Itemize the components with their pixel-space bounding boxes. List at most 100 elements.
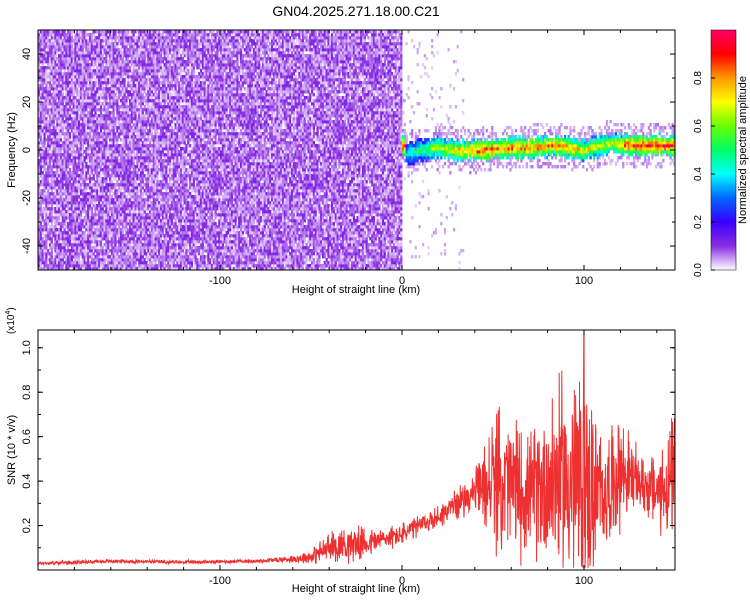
heatmap-cell bbox=[50, 30, 53, 34]
heatmap-cell bbox=[47, 156, 50, 160]
heatmap-cell bbox=[156, 153, 159, 157]
heatmap-cell bbox=[127, 90, 130, 94]
heatmap-cell bbox=[92, 87, 95, 91]
heatmap-cell bbox=[78, 162, 81, 166]
heatmap-cell bbox=[68, 192, 72, 196]
heatmap-cell bbox=[119, 33, 123, 37]
heatmap-cell bbox=[98, 153, 101, 157]
heatmap-cell bbox=[94, 210, 97, 214]
heatmap-cell bbox=[152, 204, 155, 208]
heatmap-cell bbox=[41, 150, 44, 154]
heatmap-cell bbox=[105, 123, 108, 127]
heatmap-cell bbox=[127, 231, 130, 235]
heatmap-cell bbox=[147, 264, 150, 268]
heatmap-cell bbox=[147, 168, 150, 172]
heatmap-cell bbox=[127, 30, 130, 34]
heatmap-cell bbox=[83, 186, 86, 190]
heatmap-cell bbox=[132, 93, 135, 97]
heatmap-cell bbox=[54, 255, 57, 259]
heatmap-cell bbox=[159, 234, 163, 238]
heatmap-cell bbox=[119, 171, 123, 175]
heatmap-cell bbox=[150, 123, 153, 127]
heatmap-cell bbox=[54, 126, 57, 130]
heatmap-cell bbox=[99, 126, 103, 130]
heatmap-cell bbox=[158, 135, 161, 139]
heatmap-cell bbox=[129, 105, 132, 109]
heatmap-cell bbox=[159, 162, 163, 166]
heatmap-cell bbox=[67, 96, 70, 100]
heatmap-cell bbox=[50, 60, 53, 64]
heatmap-cell bbox=[141, 216, 144, 220]
heatmap-cell bbox=[125, 87, 128, 91]
heatmap-cell bbox=[76, 246, 79, 250]
heatmap-cell bbox=[48, 216, 52, 220]
heatmap-cell bbox=[121, 36, 124, 40]
heatmap-cell bbox=[118, 111, 121, 115]
heatmap-cell bbox=[152, 156, 155, 160]
heatmap-cell bbox=[154, 69, 157, 73]
heatmap-cell bbox=[147, 192, 150, 196]
heatmap-cell bbox=[154, 237, 157, 241]
heatmap-cell bbox=[78, 135, 81, 139]
heatmap-cell bbox=[116, 57, 119, 61]
heatmap-cell bbox=[89, 231, 92, 235]
heatmap-cell bbox=[101, 117, 104, 121]
heatmap-cell bbox=[138, 123, 141, 127]
heatmap-cell bbox=[143, 126, 146, 130]
heatmap-cell bbox=[76, 240, 79, 244]
heatmap-cell bbox=[68, 54, 72, 58]
heatmap-cell bbox=[109, 129, 112, 133]
heatmap-cell bbox=[56, 63, 59, 67]
heatmap-cell bbox=[132, 183, 135, 187]
heatmap-cell bbox=[145, 240, 148, 244]
heatmap-cell bbox=[68, 144, 72, 148]
heatmap-cell bbox=[90, 87, 93, 91]
heatmap-cell bbox=[85, 267, 88, 270]
heatmap-cell bbox=[103, 123, 106, 127]
heatmap-cell bbox=[72, 87, 75, 91]
heatmap-cell bbox=[81, 171, 84, 175]
heatmap-cell bbox=[129, 39, 132, 43]
heatmap-cell bbox=[123, 264, 126, 268]
heatmap-cell bbox=[38, 219, 41, 223]
heatmap-cell bbox=[81, 96, 84, 100]
heatmap-cell bbox=[85, 102, 88, 106]
heatmap-cell bbox=[103, 57, 106, 61]
heatmap-cell bbox=[98, 126, 101, 130]
heatmap-cell bbox=[139, 102, 143, 106]
heatmap-cell bbox=[96, 261, 99, 265]
heatmap-cell bbox=[112, 261, 115, 265]
heatmap-cell bbox=[89, 261, 92, 265]
heatmap-cell bbox=[123, 159, 126, 163]
heatmap-cell bbox=[109, 180, 112, 184]
heatmap-cell bbox=[138, 93, 141, 97]
heatmap-cell bbox=[101, 84, 104, 88]
heatmap-cell bbox=[63, 63, 66, 67]
heatmap-cell bbox=[107, 240, 110, 244]
heatmap-cell bbox=[92, 183, 95, 187]
heatmap-cell bbox=[98, 222, 101, 226]
heatmap-cell bbox=[68, 132, 72, 136]
heatmap-cell bbox=[99, 78, 103, 82]
heatmap-cell bbox=[72, 252, 75, 256]
heatmap-cell bbox=[141, 90, 144, 94]
heatmap-cell bbox=[139, 249, 143, 253]
heatmap-cell bbox=[92, 93, 95, 97]
heatmap-cell bbox=[58, 84, 61, 88]
heatmap-cell bbox=[129, 258, 132, 262]
heatmap-cell bbox=[38, 237, 41, 241]
heatmap-cell bbox=[139, 150, 143, 154]
heatmap-cell bbox=[41, 78, 44, 82]
heatmap-cell bbox=[125, 234, 128, 238]
heatmap-cell bbox=[134, 105, 137, 109]
heatmap-cell bbox=[107, 90, 110, 94]
heatmap-cell bbox=[50, 150, 53, 154]
heatmap-cell bbox=[45, 39, 48, 43]
heatmap-cell bbox=[65, 129, 68, 133]
heatmap-cell bbox=[145, 261, 148, 265]
heatmap-cell bbox=[112, 102, 115, 106]
heatmap-cell bbox=[134, 60, 137, 64]
heatmap-cell bbox=[121, 261, 124, 265]
heatmap-cell bbox=[41, 189, 44, 193]
heatmap-cell bbox=[152, 261, 155, 265]
